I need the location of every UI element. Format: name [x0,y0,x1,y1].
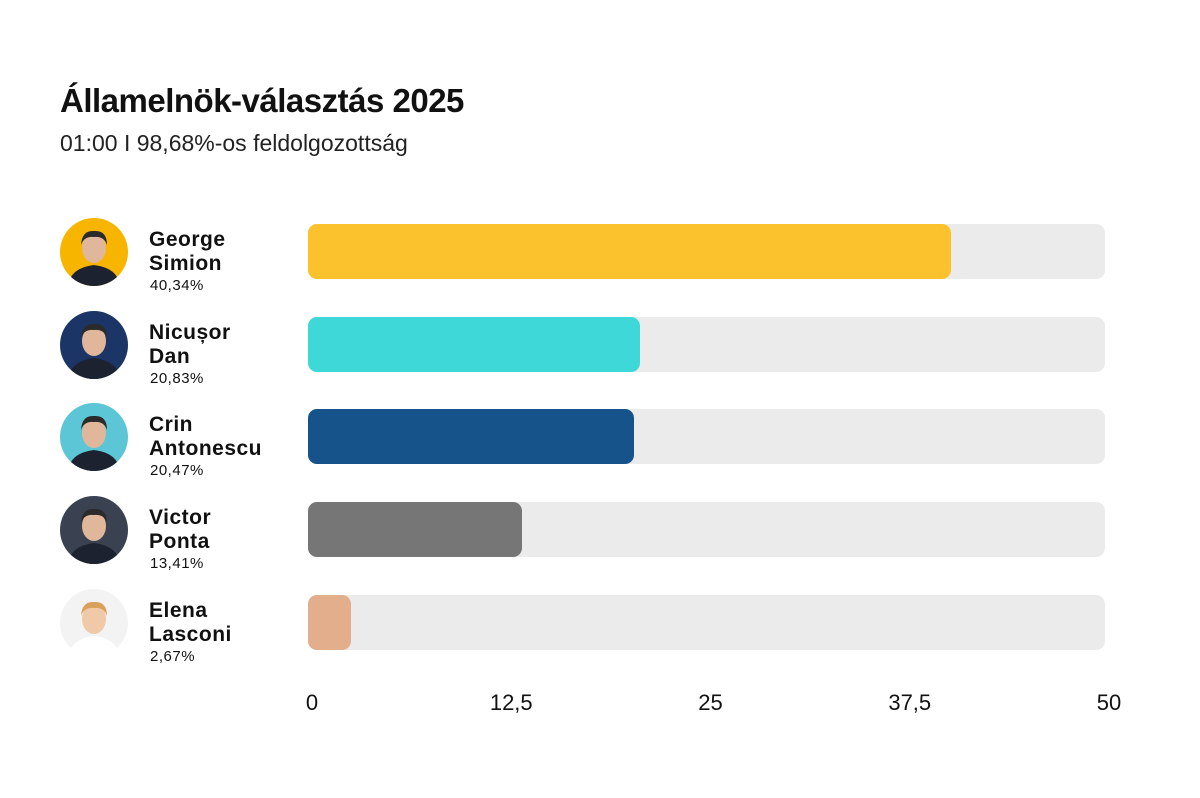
person-portrait-icon [68,508,120,564]
x-tick-label: 12,5 [489,690,533,715]
candidate-row: Nicușor Dan 20,83% [0,311,1200,387]
person-portrait-icon [68,415,120,471]
candidate-first-name: Elena [149,599,208,622]
candidate-name: Victor Ponta [149,506,211,554]
bar [308,502,522,557]
candidate-row: George Simion 40,34% [0,218,1200,294]
candidate-name: Elena Lasconi [149,599,232,647]
data-label: 20,83% [150,370,204,387]
candidate-last-name: Dan [149,345,191,368]
data-label: 20,47% [150,462,204,479]
candidate-last-name: Ponta [149,530,210,553]
person-portrait-icon [68,323,120,379]
data-label: 40,34% [150,277,204,294]
x-tick-label: 37,5 [888,690,932,715]
candidate-avatar [60,311,128,379]
candidate-last-name: Lasconi [149,623,232,646]
candidate-avatar [60,218,128,286]
person-portrait-icon [68,230,120,286]
candidate-row: Elena Lasconi 2,67% [0,589,1200,665]
candidate-row: Victor Ponta 13,41% [0,496,1200,572]
bar [308,317,641,372]
candidate-name: George Simion [149,228,226,276]
candidate-name: Crin Antonescu [149,413,262,461]
candidate-last-name: Simion [149,252,223,275]
candidate-first-name: George [149,228,226,251]
data-label: 2,67% [150,648,196,665]
candidate-last-name: Antonescu [149,437,263,460]
chart-subtitle: 01:00 I 98,68%-os feldolgozottság [60,130,408,156]
candidate-avatar [60,403,128,471]
bar [308,224,952,279]
x-tick-label: 50 [1096,690,1122,715]
x-tick-label: 25 [698,690,723,715]
chart-title: Államelnök-választás 2025 [60,82,464,119]
candidate-row: Crin Antonescu 20,47% [0,403,1200,479]
candidate-avatar [60,589,128,657]
candidate-first-name: Nicușor [149,321,231,344]
bar-track [308,595,1105,650]
bar [308,595,351,650]
x-tick-label: 0 [305,690,319,715]
person-portrait-icon [68,601,120,657]
candidate-avatar [60,496,128,564]
candidate-name: Nicușor Dan [149,321,231,369]
data-label: 13,41% [150,555,204,572]
candidate-first-name: Victor [149,506,212,529]
bar [308,409,635,464]
candidate-first-name: Crin [149,413,193,436]
